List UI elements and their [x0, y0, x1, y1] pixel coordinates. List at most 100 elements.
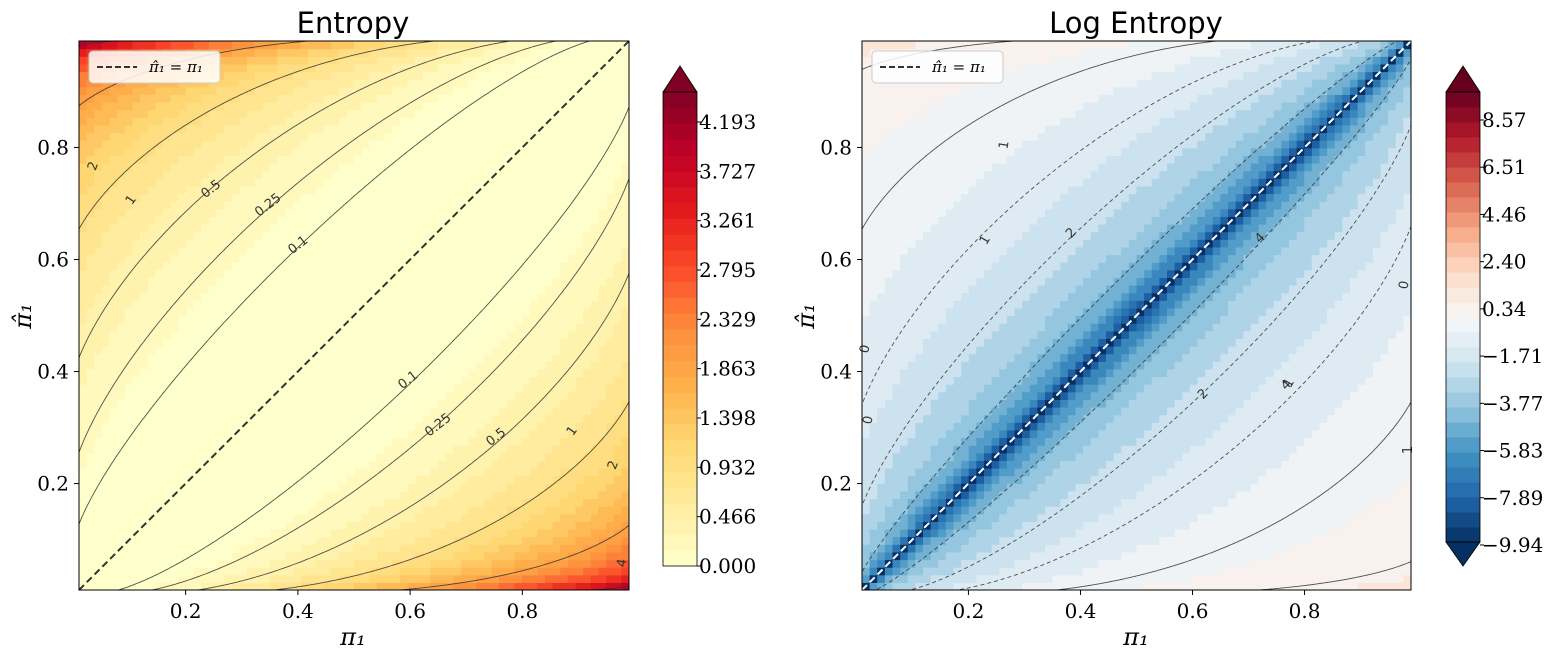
heatmap-cell — [583, 460, 592, 469]
heatmap-cell — [552, 559, 561, 568]
heatmap-cell — [606, 414, 615, 423]
heatmap-cell — [331, 246, 340, 256]
heatmap-cell — [376, 292, 386, 301]
heatmap-cell — [590, 246, 600, 256]
heatmap-cell — [185, 529, 195, 538]
heatmap-cell — [544, 178, 554, 187]
heatmap-cell — [193, 41, 202, 50]
heatmap-cell — [460, 422, 470, 431]
heatmap-cell — [529, 94, 538, 103]
heatmap-cell — [308, 574, 317, 583]
heatmap-cell — [430, 567, 439, 576]
heatmap-cell — [101, 117, 111, 126]
heatmap-cell — [506, 559, 516, 568]
heatmap-cell — [491, 300, 500, 309]
heatmap-cell — [224, 132, 233, 141]
heatmap-cell — [491, 574, 500, 583]
heatmap-cell — [86, 521, 95, 530]
heatmap-cell — [499, 246, 508, 256]
heatmap-cell — [583, 422, 592, 431]
heatmap-cell — [430, 460, 439, 469]
heatmap-cell — [285, 94, 294, 103]
heatmap-cell — [583, 445, 592, 454]
heatmap-cell — [506, 208, 516, 217]
heatmap-cell — [338, 582, 347, 590]
heatmap-cell — [346, 391, 355, 400]
heatmap-cell — [438, 338, 447, 347]
heatmap-cell — [315, 124, 325, 134]
heatmap-cell — [552, 71, 561, 80]
heatmap-cell — [590, 63, 600, 73]
heatmap-cell — [262, 536, 271, 545]
heatmap-cell — [445, 315, 454, 324]
heatmap-cell — [277, 330, 286, 339]
heatmap-cell — [522, 567, 531, 576]
heatmap-cell — [132, 361, 141, 370]
heatmap-cell — [140, 330, 149, 339]
heatmap-cell — [208, 277, 218, 286]
heatmap-cell — [292, 178, 302, 187]
heatmap-cell — [254, 574, 263, 583]
heatmap-cell — [101, 346, 111, 355]
heatmap-cell — [407, 56, 416, 65]
heatmap-cell — [537, 300, 546, 309]
heatmap-cell — [583, 399, 592, 408]
heatmap-cell — [132, 567, 141, 576]
heatmap-cell — [369, 399, 378, 408]
heatmap-cell — [537, 155, 546, 164]
heatmap-cell — [376, 71, 386, 80]
heatmap-cell — [247, 307, 256, 317]
heatmap-cell — [247, 429, 256, 439]
heatmap-cell — [552, 277, 561, 286]
heatmap-cell — [163, 170, 172, 179]
heatmap-cell — [438, 544, 447, 553]
heatmap-cell — [331, 41, 340, 50]
heatmap-cell — [392, 544, 401, 553]
heatmap-cell — [392, 208, 401, 217]
heatmap-cell — [415, 506, 424, 515]
heatmap-cell — [415, 269, 424, 278]
heatmap-cell — [506, 414, 516, 423]
heatmap-cell — [354, 185, 363, 195]
heatmap-cell — [468, 41, 477, 50]
heatmap-cell — [247, 277, 256, 286]
heatmap-cell — [170, 285, 179, 294]
heatmap-cell — [590, 102, 600, 111]
heatmap-cell — [277, 460, 286, 469]
heatmap-cell — [407, 422, 416, 431]
heatmap-cell — [254, 201, 263, 210]
heatmap-cell — [430, 307, 439, 317]
heatmap-cell — [185, 513, 195, 522]
heatmap-cell — [598, 361, 607, 370]
heatmap-cell — [384, 536, 393, 545]
heatmap-cell — [361, 94, 370, 103]
heatmap-cell — [590, 544, 600, 553]
heatmap-cell — [468, 429, 477, 439]
heatmap-cell — [269, 460, 279, 469]
heatmap-cell — [323, 292, 332, 301]
heatmap-cell — [315, 208, 325, 217]
heatmap-cell — [361, 544, 370, 553]
heatmap-cell — [239, 338, 248, 347]
heatmap-cell — [262, 117, 271, 126]
heatmap-cell — [277, 544, 286, 553]
heatmap-cell — [292, 307, 302, 317]
heatmap-cell — [575, 201, 584, 210]
heatmap-cell — [323, 239, 332, 248]
heatmap-cell — [277, 353, 286, 362]
heatmap-cell — [239, 368, 248, 378]
heatmap-cell — [247, 94, 256, 103]
heatmap-cell — [560, 506, 569, 515]
heatmap-cell — [315, 201, 325, 210]
heatmap-cell — [445, 407, 454, 416]
heatmap-cell — [117, 109, 126, 118]
heatmap-cell — [109, 376, 118, 385]
heatmap-cell — [346, 346, 355, 355]
heatmap-cell — [529, 437, 538, 446]
entropy-plot-area: 21 0.50.250.10.10.25 0.5 124 — [78, 40, 631, 591]
heatmap-cell — [552, 506, 561, 515]
heatmap-cell — [323, 216, 332, 225]
heatmap-cell — [185, 170, 195, 179]
heatmap-cell — [460, 368, 470, 378]
heatmap-cell — [254, 330, 263, 339]
